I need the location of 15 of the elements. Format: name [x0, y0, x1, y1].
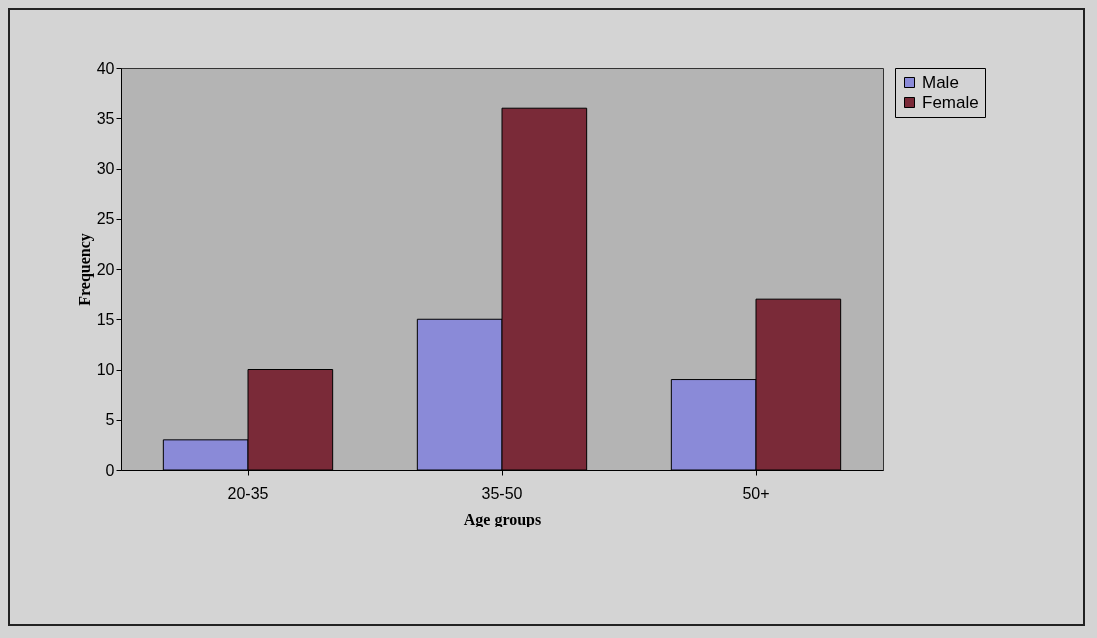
x-tick-label: 20-35: [227, 484, 269, 502]
y-tick-label: 15: [96, 310, 115, 328]
y-tick-label: 30: [96, 160, 115, 177]
legend-label: Male: [922, 72, 959, 92]
y-tick-label: 5: [105, 411, 115, 429]
y-tick-label: 0: [105, 461, 115, 479]
y-tick-label: 20: [96, 260, 115, 278]
x-tick-label: 35-50: [481, 484, 523, 502]
y-tick-label: 40: [96, 59, 115, 77]
legend-label: Female: [922, 92, 979, 112]
y-tick-label: 35: [96, 109, 115, 127]
x-tick-label: 50+: [742, 484, 770, 502]
y-tick-label: 25: [96, 210, 115, 228]
y-tick-label: 10: [96, 361, 115, 378]
y-axis-title: Frequency: [75, 233, 94, 306]
